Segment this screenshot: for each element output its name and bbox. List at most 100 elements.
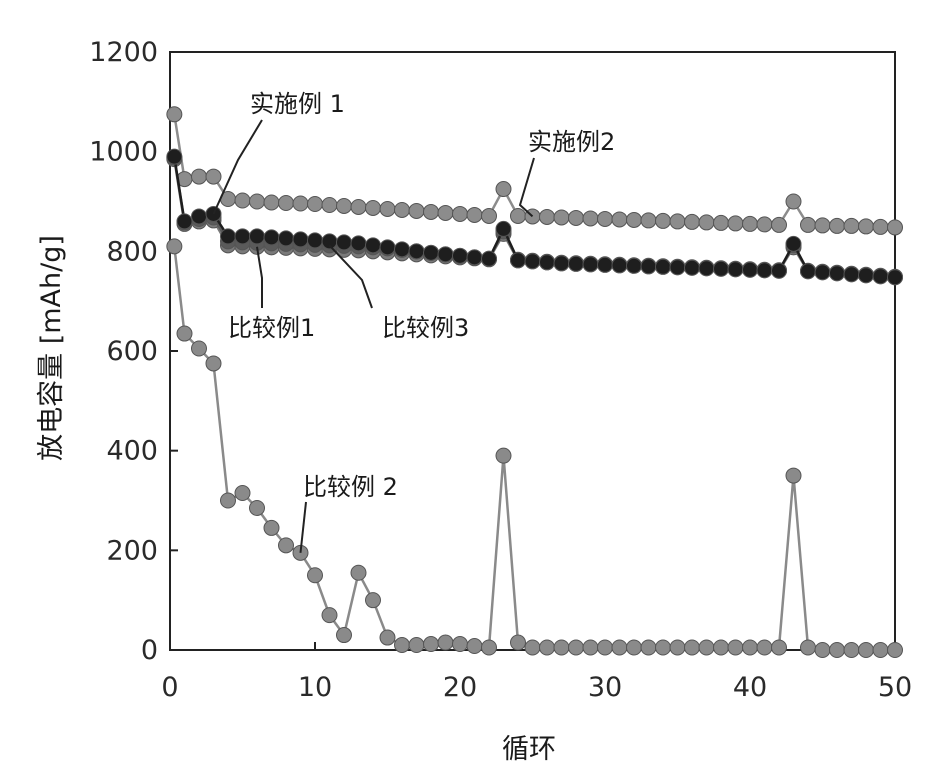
data-point bbox=[582, 639, 599, 656]
data-point bbox=[263, 519, 280, 536]
data-point bbox=[829, 217, 845, 234]
data-point bbox=[263, 229, 280, 246]
data-point bbox=[742, 261, 758, 278]
data-point bbox=[394, 241, 410, 258]
leader-line-ex2 bbox=[518, 157, 535, 218]
data-point bbox=[234, 192, 251, 209]
data-point bbox=[321, 607, 338, 624]
data-point bbox=[437, 634, 454, 651]
data-point bbox=[191, 168, 207, 185]
data-point bbox=[495, 181, 512, 198]
data-point bbox=[466, 638, 483, 655]
data-point bbox=[278, 230, 294, 247]
data-point bbox=[872, 268, 889, 285]
y-tick-label: 0 bbox=[141, 635, 158, 666]
data-point bbox=[814, 217, 831, 234]
data-point bbox=[713, 260, 729, 277]
data-point bbox=[713, 639, 729, 656]
data-point bbox=[669, 213, 686, 230]
data-point bbox=[423, 244, 439, 261]
data-point bbox=[669, 639, 686, 656]
data-point bbox=[568, 255, 584, 272]
data-point bbox=[350, 235, 367, 252]
y-tick-label: 600 bbox=[106, 336, 158, 367]
series-label-comparative-1: 比较例1 bbox=[228, 314, 315, 342]
data-point bbox=[166, 106, 183, 123]
data-point bbox=[220, 492, 236, 509]
data-point bbox=[307, 232, 323, 249]
data-point bbox=[655, 212, 671, 229]
data-point bbox=[800, 639, 816, 656]
data-point bbox=[220, 228, 236, 245]
data-point bbox=[568, 639, 584, 656]
data-point bbox=[582, 210, 599, 227]
data-point bbox=[843, 642, 860, 658]
data-point bbox=[553, 255, 570, 272]
data-point bbox=[800, 216, 816, 233]
data-point bbox=[727, 261, 744, 278]
data-point bbox=[524, 253, 541, 270]
data-point bbox=[379, 629, 396, 646]
data-point bbox=[466, 249, 483, 266]
data-point bbox=[365, 199, 381, 216]
data-point bbox=[408, 637, 425, 654]
data-point bbox=[597, 256, 613, 273]
data-point bbox=[176, 325, 193, 342]
data-point bbox=[727, 639, 744, 656]
data-point bbox=[872, 218, 889, 235]
data-point bbox=[452, 205, 468, 222]
data-point bbox=[495, 447, 512, 464]
series-0 bbox=[166, 148, 903, 286]
data-point bbox=[872, 642, 889, 658]
data-point bbox=[234, 485, 251, 502]
y-tick-label: 800 bbox=[106, 236, 158, 267]
data-point bbox=[539, 639, 555, 656]
data-point bbox=[191, 208, 207, 225]
data-point bbox=[611, 639, 628, 656]
data-point bbox=[176, 213, 193, 230]
data-point bbox=[611, 257, 628, 274]
data-point bbox=[771, 216, 787, 233]
data-point bbox=[166, 238, 183, 255]
data-point bbox=[756, 216, 773, 233]
data-point bbox=[887, 219, 903, 236]
data-point bbox=[510, 634, 526, 651]
data-point bbox=[655, 639, 671, 656]
data-point bbox=[800, 263, 816, 280]
data-point bbox=[394, 637, 410, 654]
data-point bbox=[742, 639, 758, 656]
data-point bbox=[640, 639, 657, 656]
data-point bbox=[321, 196, 338, 213]
leader-line-ex1 bbox=[212, 119, 263, 215]
data-point bbox=[350, 198, 367, 215]
data-point bbox=[510, 252, 526, 269]
x-tick-label: 0 bbox=[161, 672, 178, 703]
data-point bbox=[510, 207, 526, 224]
leader-line-cmp2 bbox=[299, 501, 307, 553]
leader-line-cmp1 bbox=[256, 246, 263, 308]
data-point bbox=[539, 254, 555, 271]
data-point bbox=[263, 194, 280, 211]
data-point bbox=[307, 195, 323, 212]
data-point bbox=[698, 260, 715, 277]
data-point bbox=[379, 239, 396, 256]
data-point bbox=[713, 214, 729, 231]
x-tick-label: 30 bbox=[588, 672, 622, 703]
data-point bbox=[524, 639, 541, 656]
data-point bbox=[336, 627, 352, 644]
data-point bbox=[684, 259, 700, 276]
data-point bbox=[365, 237, 381, 254]
y-tick-label: 1200 bbox=[89, 37, 158, 68]
data-point bbox=[191, 340, 207, 357]
data-point bbox=[166, 148, 183, 165]
data-point bbox=[452, 247, 468, 264]
data-point bbox=[626, 257, 642, 274]
data-point bbox=[626, 211, 642, 228]
data-point bbox=[669, 259, 686, 276]
data-point bbox=[408, 202, 425, 219]
data-point bbox=[466, 206, 483, 223]
series-1 bbox=[166, 106, 903, 236]
data-point bbox=[684, 213, 700, 230]
data-point bbox=[698, 214, 715, 231]
data-point bbox=[771, 262, 787, 279]
